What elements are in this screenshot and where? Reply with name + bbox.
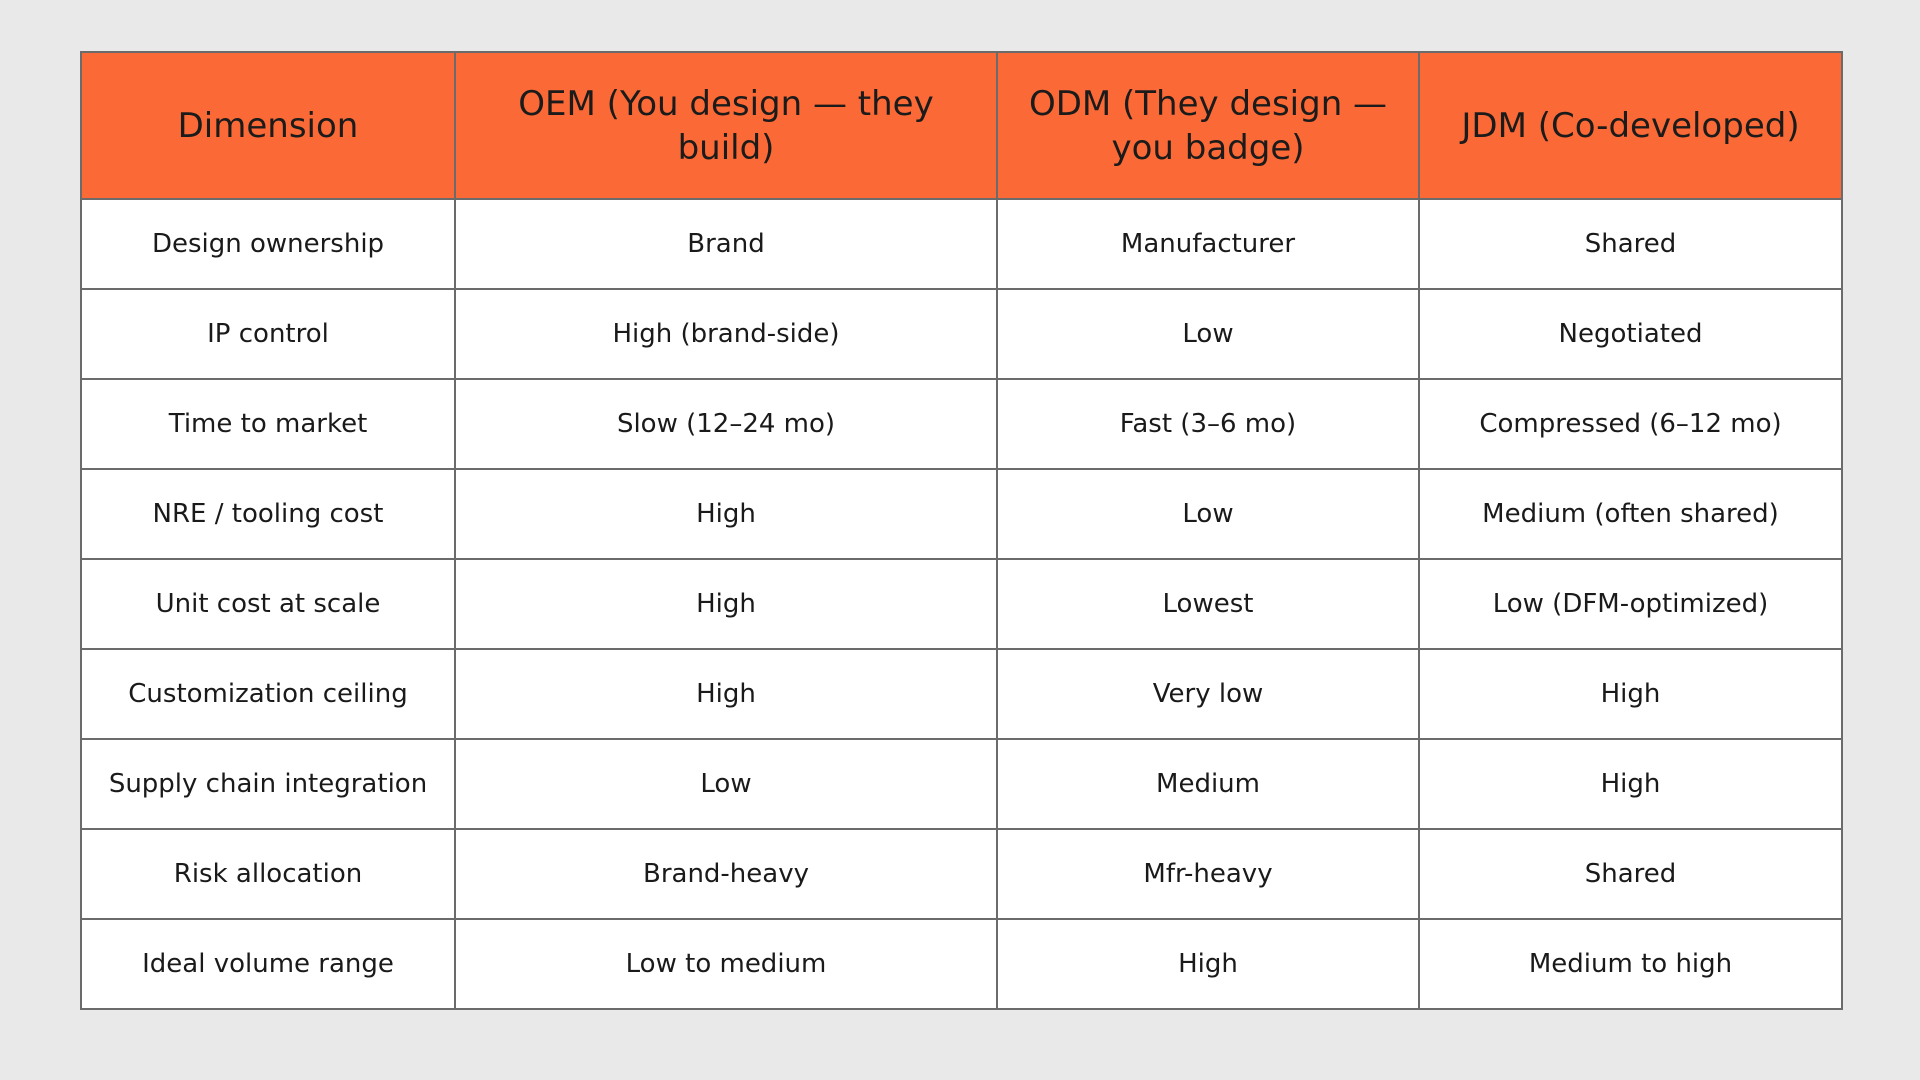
table-cell-oem: Slow (12–24 mo) <box>454 378 998 470</box>
table-cell-odm: High <box>996 918 1420 1010</box>
table-row: Unit cost at scale High Lowest Low (DFM-opt… <box>80 558 1843 650</box>
table-cell-odm: Medium <box>996 738 1420 830</box>
table-cell-odm: Fast (3–6 mo) <box>996 378 1420 470</box>
table-cell-jdm: Medium (often shared) <box>1418 468 1843 560</box>
table-cell-oem: Low <box>454 738 998 830</box>
table-cell-oem: High (brand-side) <box>454 288 998 380</box>
header-cell-odm: ODM (They design — you badge) <box>996 51 1420 200</box>
table-row: IP control High (brand-side) Low Negotiated <box>80 288 1843 380</box>
table-cell-odm: Manufacturer <box>996 198 1420 290</box>
table-cell-dimension: Unit cost at scale <box>80 558 456 650</box>
table-cell-oem: Brand <box>454 198 998 290</box>
header-cell-oem: OEM (You design — they build) <box>454 51 998 200</box>
table-cell-jdm: Compressed (6–12 mo) <box>1418 378 1843 470</box>
table-cell-dimension: Time to market <box>80 378 456 470</box>
table-cell-dimension: Ideal volume range <box>80 918 456 1010</box>
table-row: NRE / tooling cost High Low Medium (often s… <box>80 468 1843 560</box>
header-cell-jdm: JDM (Co-developed) <box>1418 51 1843 200</box>
table-cell-oem: High <box>454 648 998 740</box>
table-cell-odm: Low <box>996 288 1420 380</box>
table-cell-dimension: Design ownership <box>80 198 456 290</box>
table-row: Design ownership Brand Manufacturer Shared <box>80 198 1843 290</box>
table-cell-dimension: Risk allocation <box>80 828 456 920</box>
table-cell-jdm: Medium to high <box>1418 918 1843 1010</box>
table-cell-dimension: Customization ceiling <box>80 648 456 740</box>
header-row: Dimension OEM (You design — they build) … <box>80 51 1843 200</box>
table-cell-jdm: Shared <box>1418 828 1843 920</box>
table-cell-dimension: IP control <box>80 288 456 380</box>
table-cell-jdm: Low (DFM-optimized) <box>1418 558 1843 650</box>
table-body: Design ownership Brand Manufacturer Shared I… <box>80 198 1843 1010</box>
header-cell-dimension: Dimension <box>80 51 456 200</box>
table-row: Time to market Slow (12–24 mo) Fast (3–6 m… <box>80 378 1843 470</box>
table-cell-jdm: Negotiated <box>1418 288 1843 380</box>
table-cell-dimension: Supply chain integration <box>80 738 456 830</box>
table-row: Customization ceiling High Very low High <box>80 648 1843 740</box>
table-cell-odm: Mfr-heavy <box>996 828 1420 920</box>
table-cell-oem: Low to medium <box>454 918 998 1010</box>
table-row: Supply chain integration Low Medium High <box>80 738 1843 830</box>
table-cell-jdm: High <box>1418 648 1843 740</box>
comparison-table: Dimension OEM (You design — they build) … <box>80 51 1843 1010</box>
table-cell-dimension: NRE / tooling cost <box>80 468 456 560</box>
table-cell-odm: Very low <box>996 648 1420 740</box>
table-row: Ideal volume range Low to medium High Mediu… <box>80 918 1843 1010</box>
table-header: Dimension OEM (You design — they build) … <box>80 51 1843 200</box>
table-cell-jdm: High <box>1418 738 1843 830</box>
table-cell-oem: Brand-heavy <box>454 828 998 920</box>
table-cell-odm: Lowest <box>996 558 1420 650</box>
comparison-table-container: Dimension OEM (You design — they build) … <box>80 51 1843 1010</box>
table-cell-oem: High <box>454 468 998 560</box>
table-row: Risk allocation Brand-heavy Mfr-heavy Share… <box>80 828 1843 920</box>
table-cell-odm: Low <box>996 468 1420 560</box>
table-cell-jdm: Shared <box>1418 198 1843 290</box>
table-cell-oem: High <box>454 558 998 650</box>
